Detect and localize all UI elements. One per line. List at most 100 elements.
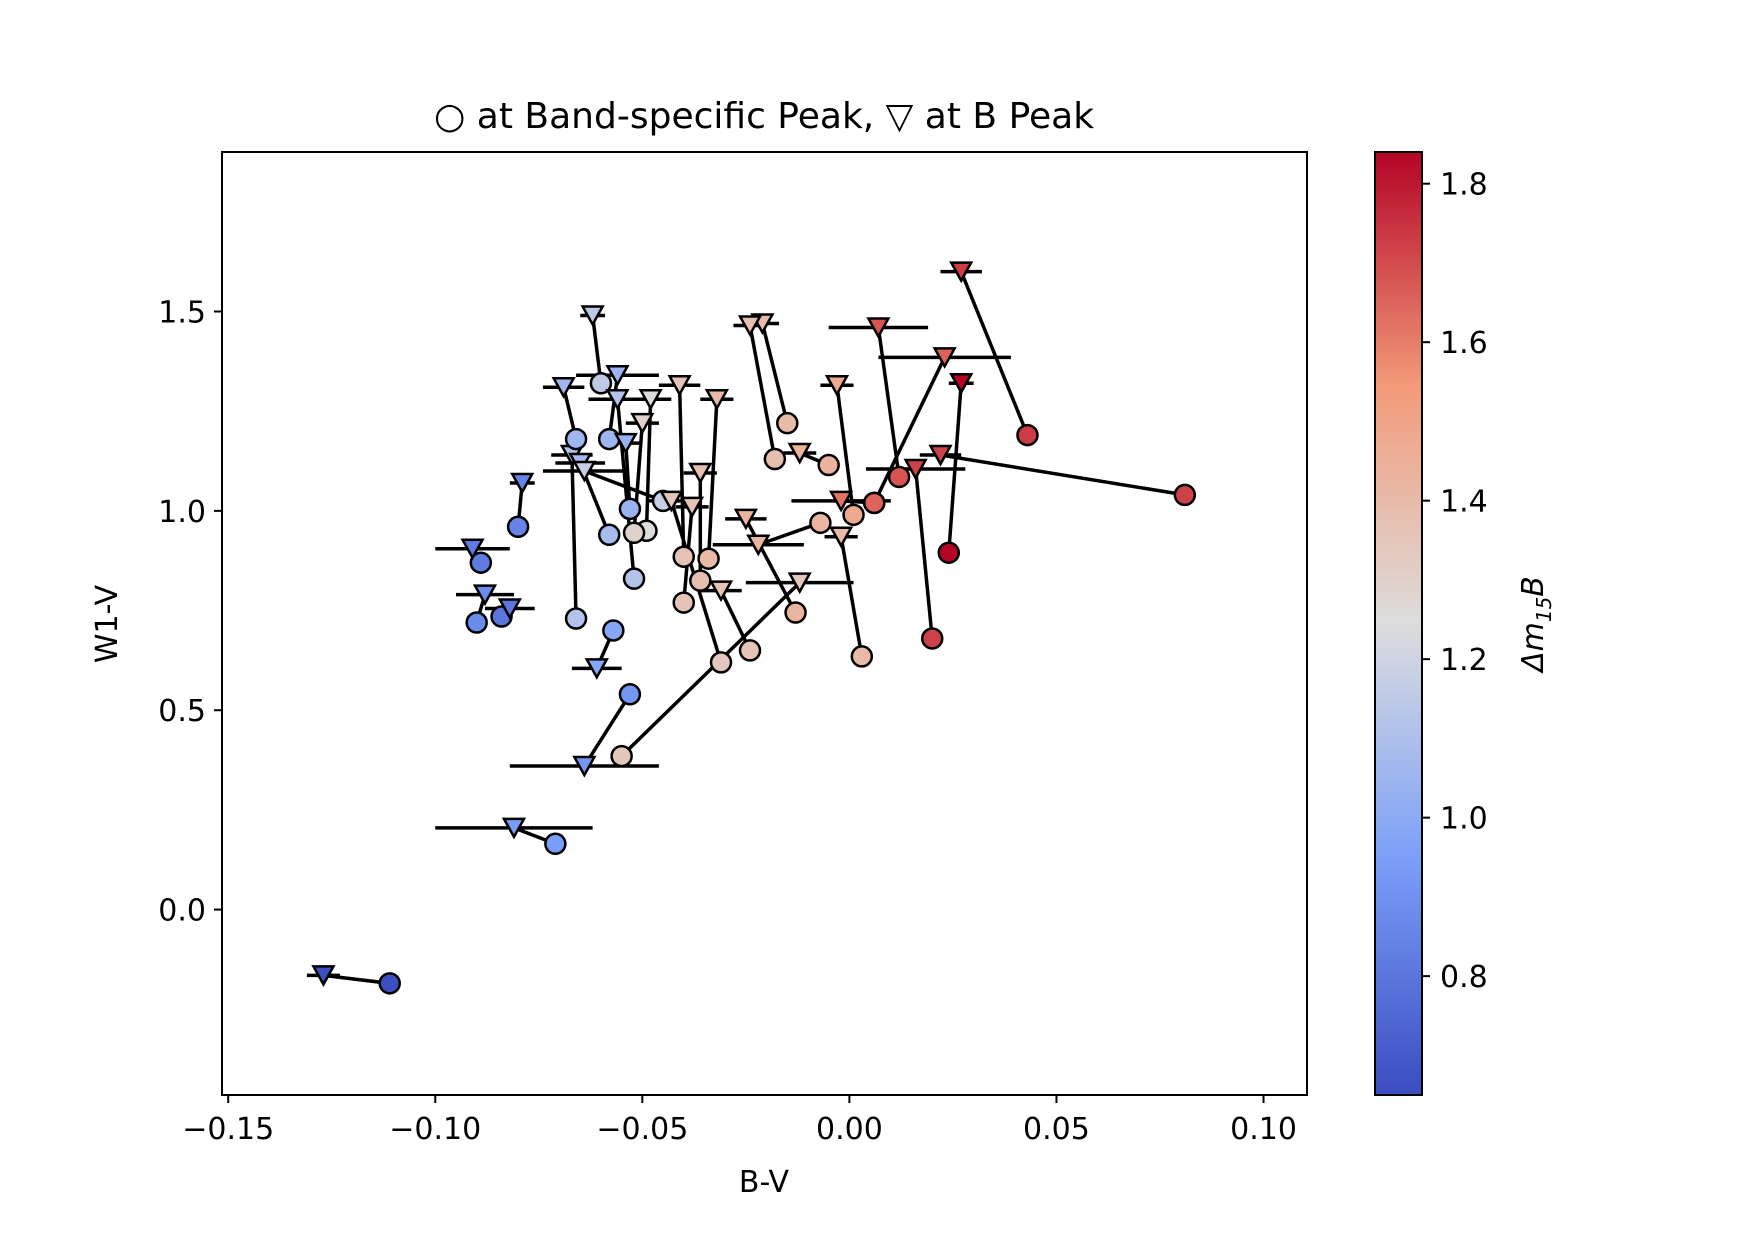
b-peak-triangle — [828, 526, 854, 549]
x-tick-label: 0.05 — [1023, 1112, 1090, 1147]
b-peak-triangle — [679, 496, 705, 519]
band-peak-circle — [763, 447, 787, 471]
connector-line — [570, 454, 578, 619]
x-tick-label: −0.05 — [596, 1112, 688, 1147]
b-peak-triangle — [733, 508, 758, 531]
b-peak-triangle — [605, 365, 630, 387]
colorbar-label-tail: B — [1516, 576, 1551, 597]
band-peak-circle — [506, 515, 530, 539]
b-peak-triangle — [688, 462, 713, 485]
b-peak-triangle — [613, 432, 638, 455]
connector-line — [590, 315, 603, 384]
colorbar-tick-label: 1.4 — [1440, 485, 1488, 520]
connector-line — [872, 356, 947, 504]
connector-line — [760, 323, 789, 424]
connector-line — [644, 399, 653, 531]
axes-frame — [221, 151, 1308, 1096]
colorbar-ticks: 0.8 1.0 1.2 1.4 1.6 1.8 — [1422, 168, 1488, 995]
band-peak-circle — [709, 651, 733, 674]
colorbar-gradient — [1374, 151, 1423, 1096]
band-peak-circle — [564, 427, 588, 451]
x-tick-label: 0.00 — [816, 1112, 883, 1147]
x-axis: −0.15 −0.10 −0.05 0.00 0.05 0.10 — [182, 1095, 1297, 1147]
x-axis-label: B-V — [739, 1165, 790, 1200]
b-peak-triangle — [497, 598, 522, 621]
chart-title: ○ at Band-specific Peak, ▽ at B Peak — [434, 96, 1094, 137]
band-peak-circle — [469, 551, 493, 574]
band-peak-circle — [697, 547, 720, 570]
b-peak-triangle — [737, 315, 763, 338]
connector-line — [582, 693, 632, 767]
band-peak-circle — [378, 972, 401, 995]
b-peak-triangle — [605, 388, 630, 411]
connector-line — [706, 399, 719, 559]
b-peak-triangle — [584, 658, 609, 680]
b-peak-triangle — [932, 347, 957, 369]
y-axis: 0.0 0.5 1.0 1.5 — [158, 295, 222, 929]
colorbar-label-main: Δm — [1516, 622, 1551, 674]
band-peak-circle — [920, 627, 944, 650]
connector-line — [839, 536, 864, 657]
colorbar-label: Δm15B — [1516, 576, 1556, 674]
connector-line — [615, 399, 636, 579]
y-tick-label: 0.0 — [158, 894, 206, 929]
b-peak-triangle — [928, 444, 953, 467]
b-peak-triangle — [572, 460, 597, 483]
band-peak-circle — [689, 569, 712, 592]
b-peak-triangle — [903, 458, 928, 481]
colorbar: 0.8 1.0 1.2 1.4 1.6 1.8 Δm15B — [1374, 151, 1556, 1096]
b-peak-triangle — [460, 538, 485, 561]
b-peak-triangle — [828, 490, 854, 513]
connector-line — [677, 385, 686, 557]
x-tick-label: −0.10 — [389, 1112, 481, 1147]
band-peak-circle — [817, 453, 840, 477]
band-peak-circle — [776, 411, 799, 435]
data-marks — [306, 261, 1197, 995]
band-peak-circle — [862, 491, 886, 515]
colorbar-tick-label: 1.2 — [1440, 643, 1488, 678]
y-axis-label: W1-V — [90, 584, 125, 663]
band-peak-circle — [1016, 423, 1039, 447]
band-peak-circle — [622, 521, 646, 545]
data-points — [311, 261, 1197, 995]
b-peak-triangle — [572, 755, 597, 778]
b-peak-triangle — [472, 584, 498, 607]
connector-line — [940, 453, 1186, 497]
b-peak-triangle — [746, 534, 771, 557]
colorbar-label-sub: 15 — [1532, 597, 1556, 622]
band-peak-circle — [610, 744, 633, 768]
b-peak-triangle — [866, 317, 891, 340]
y-tick-label: 1.0 — [158, 495, 206, 530]
connector-line — [748, 325, 777, 460]
b-peak-triangle — [510, 472, 535, 495]
band-peak-circle — [809, 511, 832, 535]
band-peak-circle — [672, 545, 695, 568]
band-peak-circle — [618, 497, 642, 521]
connector-line — [583, 469, 664, 503]
b-peak-triangle — [659, 490, 684, 513]
band-peak-circle — [784, 601, 807, 624]
band-peak-circle — [602, 619, 625, 642]
b-peak-triangle — [630, 412, 655, 435]
b-peak-triangle — [580, 305, 605, 328]
connector-line — [876, 327, 901, 478]
b-peak-triangle — [667, 375, 692, 397]
colorbar-tick-label: 1.6 — [1440, 326, 1488, 361]
band-peak-circle — [465, 611, 488, 634]
y-tick-label: 0.5 — [158, 694, 206, 729]
colorbar-tick-label: 1.8 — [1440, 168, 1488, 203]
band-peak-circle — [887, 465, 911, 489]
band-peak-circle — [738, 639, 762, 662]
band-peak-circle — [618, 683, 642, 706]
band-peak-circle — [564, 607, 588, 630]
b-peak-triangle — [949, 373, 974, 395]
b-peak-triangle — [501, 817, 527, 840]
connector-line — [959, 270, 1030, 436]
band-peak-circle — [937, 541, 961, 564]
x-tick-label: 0.10 — [1230, 1112, 1297, 1147]
y-tick-label: 1.5 — [158, 295, 206, 330]
b-peak-triangle — [708, 580, 734, 603]
b-peak-triangle — [787, 572, 812, 595]
band-peak-circle — [850, 645, 874, 668]
